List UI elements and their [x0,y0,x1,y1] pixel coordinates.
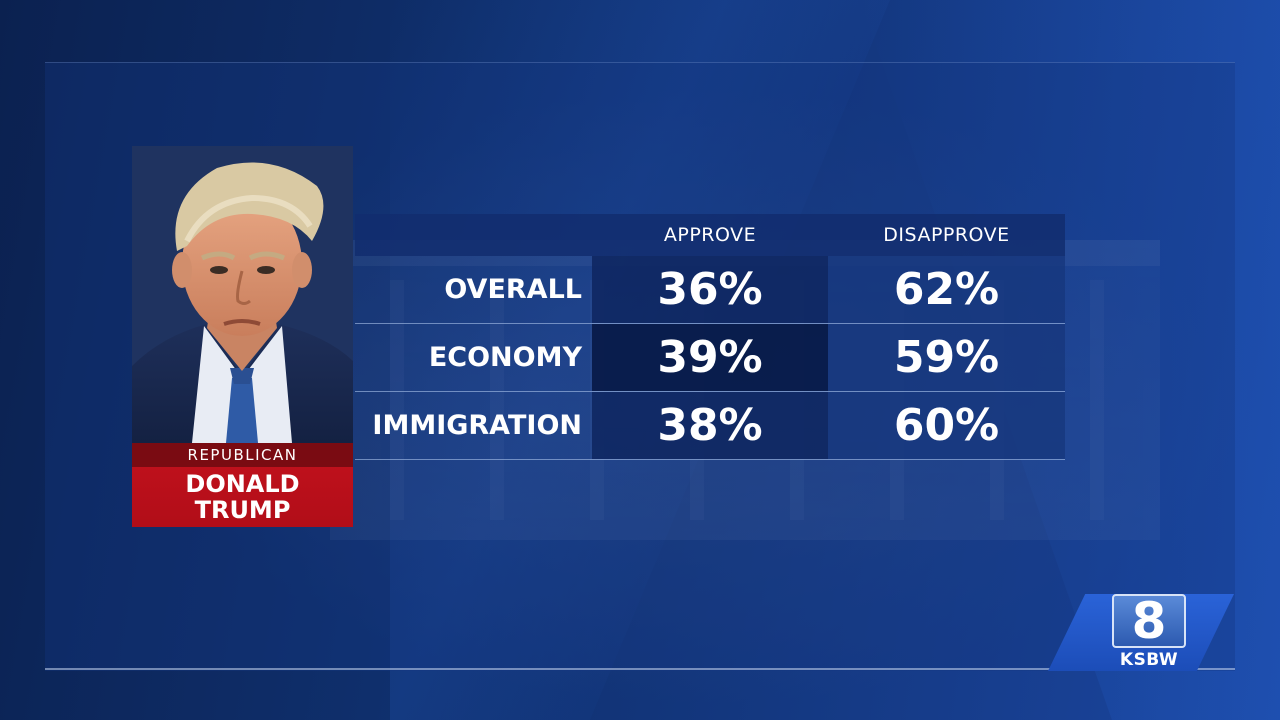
candidate-name-plate: REPUBLICAN DONALD TRUMP [132,443,353,527]
table-row-immigration: IMMIGRATION 38% 60% [355,392,1065,460]
approve-value: 36% [592,256,828,323]
building-column [1090,280,1104,520]
poll-table: APPROVE DISAPPROVE OVERALL 36% 62% ECONO… [355,214,1065,460]
panel-divider [45,668,1235,670]
disapprove-value: 62% [828,256,1065,323]
candidate-last-name: TRUMP [194,496,291,524]
candidate-portrait [132,146,353,443]
approve-value: 39% [592,324,828,391]
disapprove-value: 60% [828,392,1065,459]
table-header: APPROVE DISAPPROVE [355,214,1065,256]
building-column [490,280,504,520]
table-row-economy: ECONOMY 39% 59% [355,324,1065,392]
header-approve: APPROVE [663,224,757,246]
row-label: OVERALL [444,274,582,305]
candidate-first-name: DONALD [185,470,300,498]
header-disapprove: DISAPPROVE [883,224,1010,246]
row-label: IMMIGRATION [372,410,582,441]
building-column [390,280,404,520]
disapprove-value: 59% [828,324,1065,391]
portrait-illustration [132,146,353,443]
row-label: ECONOMY [428,342,582,373]
candidate-party: REPUBLICAN [132,443,353,467]
station-logo-callsign: KSBW [1119,650,1179,670]
table-row-overall: OVERALL 36% 62% [355,256,1065,324]
station-logo-number: 8 [1112,594,1186,648]
approve-value: 38% [592,392,828,459]
